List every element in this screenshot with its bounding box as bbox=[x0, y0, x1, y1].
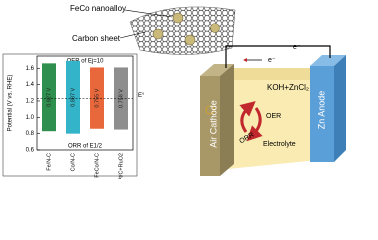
cycle-arrow bbox=[239, 101, 256, 133]
y-tick-label: 1.0 bbox=[26, 115, 35, 121]
electrolyte-label: Electrolyte bbox=[263, 141, 296, 148]
cycle-arrow bbox=[246, 107, 263, 142]
x-tick-label: Co/N-C bbox=[70, 153, 76, 171]
x-tick-label: Pt/C+RuO2 bbox=[118, 153, 124, 179]
y-axis-label: Potential (V vs. RHE) bbox=[8, 75, 14, 132]
top-label: OER of Ej=10 bbox=[67, 59, 105, 65]
reference-label: E° bbox=[138, 93, 145, 99]
bottom-label: ORR of E1/2 bbox=[68, 144, 103, 150]
zn-anode bbox=[310, 66, 334, 162]
oer-label: OER bbox=[266, 113, 281, 120]
bar bbox=[42, 63, 56, 132]
gap-label: 0.827 V bbox=[46, 87, 52, 106]
anode-label: Zn Anode bbox=[316, 91, 326, 130]
nanoparticle bbox=[152, 28, 164, 40]
zn-anode-side bbox=[334, 55, 346, 162]
air-cathode-side bbox=[220, 64, 234, 176]
bar bbox=[90, 67, 104, 129]
y-tick-label: 0.8 bbox=[26, 131, 35, 137]
carbon-sheet bbox=[129, 6, 236, 55]
cathode-label: Air Cathode bbox=[208, 100, 218, 148]
y-tick-label: 1.6 bbox=[26, 66, 35, 72]
nanoparticle bbox=[210, 23, 220, 33]
air-cathode bbox=[200, 76, 220, 176]
plot-frame bbox=[36, 55, 134, 151]
y-tick-label: 1.2 bbox=[26, 99, 35, 105]
figure: FeCo nanoalloy Carbon sheet e⁻ e⁻ KOH+Zn… bbox=[2, 4, 346, 179]
page: {"chart_data": {"type": "range-bar", "y_… bbox=[2, 4, 346, 179]
y-tick-label: 1.4 bbox=[26, 82, 35, 88]
gap-label: 0.887 V bbox=[70, 87, 76, 106]
wire bbox=[225, 45, 331, 68]
x-tick-label: Fe/N-C bbox=[46, 153, 52, 171]
y-tick-label: 0.6 bbox=[26, 148, 35, 154]
electrolyte-top bbox=[218, 68, 330, 80]
nanoparticle bbox=[172, 12, 184, 24]
pointer bbox=[119, 31, 146, 39]
nanoalloy-label: FeCo nanoalloy bbox=[70, 4, 126, 13]
bar bbox=[66, 60, 80, 134]
x-tick-label: FeCo/N-C bbox=[94, 153, 100, 178]
cathode-spot bbox=[205, 105, 215, 115]
nanoparticle bbox=[184, 34, 196, 46]
electron-label: e⁻ bbox=[268, 57, 276, 64]
pointer bbox=[124, 9, 173, 18]
electron-label: e⁻ bbox=[293, 44, 301, 51]
carbon-label: Carbon sheet bbox=[72, 34, 121, 43]
gap-label: 0.755 V bbox=[94, 88, 100, 107]
electrolyte-formula: KOH+ZnCl₂ bbox=[267, 83, 309, 92]
